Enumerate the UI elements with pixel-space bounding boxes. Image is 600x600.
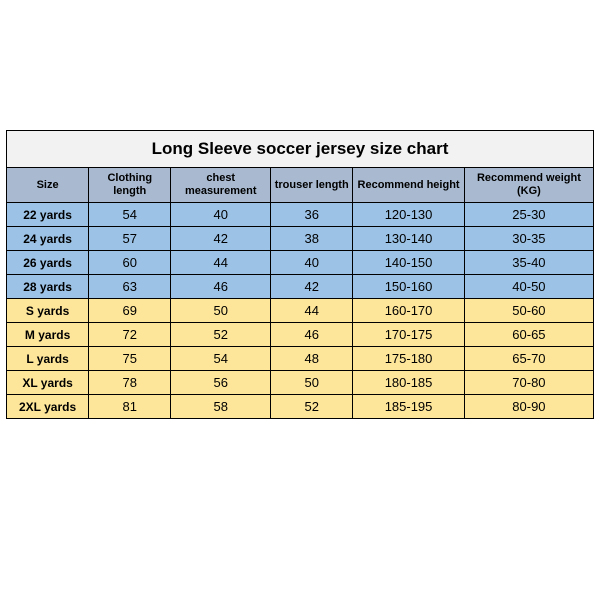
- value-cell: 40-50: [464, 275, 593, 299]
- size-chart-container: Long Sleeve soccer jersey size chart Siz…: [0, 0, 600, 419]
- size-cell: S yards: [7, 299, 89, 323]
- size-cell: L yards: [7, 347, 89, 371]
- value-cell: 75: [89, 347, 171, 371]
- value-cell: 50: [171, 299, 271, 323]
- size-cell: 24 yards: [7, 227, 89, 251]
- value-cell: 160-170: [353, 299, 465, 323]
- table-body: 22 yards544036120-13025-3024 yards574238…: [7, 203, 594, 419]
- value-cell: 42: [271, 275, 353, 299]
- value-cell: 50: [271, 371, 353, 395]
- size-chart-table: Long Sleeve soccer jersey size chart Siz…: [6, 130, 594, 419]
- value-cell: 54: [89, 203, 171, 227]
- value-cell: 63: [89, 275, 171, 299]
- chart-title: Long Sleeve soccer jersey size chart: [7, 131, 594, 168]
- value-cell: 54: [171, 347, 271, 371]
- size-cell: XL yards: [7, 371, 89, 395]
- value-cell: 185-195: [353, 395, 465, 419]
- col-weight: Recommend weight (KG): [464, 168, 593, 203]
- header-row: Size Clothing length chest measurement t…: [7, 168, 594, 203]
- col-chest: chest measurement: [171, 168, 271, 203]
- value-cell: 25-30: [464, 203, 593, 227]
- table-row: 2XL yards815852185-19580-90: [7, 395, 594, 419]
- value-cell: 52: [171, 323, 271, 347]
- value-cell: 58: [171, 395, 271, 419]
- title-row: Long Sleeve soccer jersey size chart: [7, 131, 594, 168]
- col-height: Recommend height: [353, 168, 465, 203]
- value-cell: 35-40: [464, 251, 593, 275]
- value-cell: 46: [271, 323, 353, 347]
- value-cell: 48: [271, 347, 353, 371]
- size-cell: 26 yards: [7, 251, 89, 275]
- value-cell: 46: [171, 275, 271, 299]
- value-cell: 130-140: [353, 227, 465, 251]
- table-row: 22 yards544036120-13025-30: [7, 203, 594, 227]
- value-cell: 50-60: [464, 299, 593, 323]
- value-cell: 70-80: [464, 371, 593, 395]
- value-cell: 44: [171, 251, 271, 275]
- value-cell: 81: [89, 395, 171, 419]
- value-cell: 80-90: [464, 395, 593, 419]
- table-row: 28 yards634642150-16040-50: [7, 275, 594, 299]
- col-size: Size: [7, 168, 89, 203]
- table-row: M yards725246170-17560-65: [7, 323, 594, 347]
- value-cell: 57: [89, 227, 171, 251]
- value-cell: 72: [89, 323, 171, 347]
- table-row: XL yards785650180-18570-80: [7, 371, 594, 395]
- value-cell: 78: [89, 371, 171, 395]
- value-cell: 30-35: [464, 227, 593, 251]
- size-cell: M yards: [7, 323, 89, 347]
- value-cell: 52: [271, 395, 353, 419]
- value-cell: 38: [271, 227, 353, 251]
- value-cell: 40: [271, 251, 353, 275]
- size-cell: 2XL yards: [7, 395, 89, 419]
- value-cell: 60-65: [464, 323, 593, 347]
- value-cell: 44: [271, 299, 353, 323]
- value-cell: 175-180: [353, 347, 465, 371]
- value-cell: 60: [89, 251, 171, 275]
- table-row: S yards695044160-17050-60: [7, 299, 594, 323]
- value-cell: 180-185: [353, 371, 465, 395]
- table-row: 24 yards574238130-14030-35: [7, 227, 594, 251]
- value-cell: 150-160: [353, 275, 465, 299]
- value-cell: 40: [171, 203, 271, 227]
- value-cell: 140-150: [353, 251, 465, 275]
- table-row: L yards755448175-18065-70: [7, 347, 594, 371]
- value-cell: 56: [171, 371, 271, 395]
- value-cell: 69: [89, 299, 171, 323]
- value-cell: 65-70: [464, 347, 593, 371]
- value-cell: 36: [271, 203, 353, 227]
- value-cell: 42: [171, 227, 271, 251]
- value-cell: 170-175: [353, 323, 465, 347]
- table-row: 26 yards604440140-15035-40: [7, 251, 594, 275]
- col-cloth: Clothing length: [89, 168, 171, 203]
- size-cell: 28 yards: [7, 275, 89, 299]
- col-trouser: trouser length: [271, 168, 353, 203]
- value-cell: 120-130: [353, 203, 465, 227]
- size-cell: 22 yards: [7, 203, 89, 227]
